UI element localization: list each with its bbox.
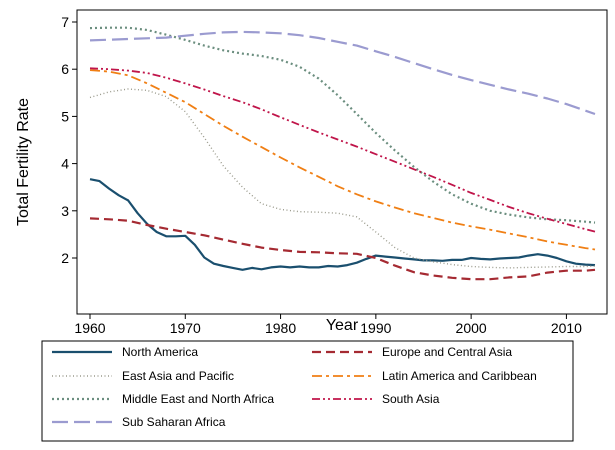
y-axis: 2 3 4 5 6 7	[61, 14, 77, 266]
series-layer	[89, 26, 596, 281]
x-tick-label: 1980	[265, 320, 296, 336]
legend-label-middle-east-and-north-africa: Middle East and North Africa	[122, 392, 274, 406]
y-tick-label: 7	[61, 14, 69, 30]
x-tick-label: 2010	[551, 320, 582, 336]
series-line-europe-and-central-asia	[89, 217, 596, 281]
x-tick-label: 2000	[456, 320, 487, 336]
y-axis-title: Total Fertility Rate	[15, 98, 32, 226]
x-tick-label: 1990	[360, 320, 391, 336]
series-line-latin-america-and-caribbean	[89, 69, 596, 251]
series-line-sub-saharan-africa	[89, 30, 596, 116]
legend-label-east-asia-and-pacific: East Asia and Pacific	[122, 369, 234, 383]
legend-label-south-asia: South Asia	[382, 392, 440, 406]
series-line-middle-east-and-north-africa	[89, 26, 596, 224]
x-tick-label: 1970	[170, 320, 201, 336]
y-tick-label: 2	[61, 250, 69, 266]
legend: North America Europe and Central Asia East…	[52, 345, 537, 429]
legend-label-latin-america-and-caribbean: Latin America and Caribbean	[382, 369, 537, 383]
y-tick-label: 6	[61, 61, 69, 77]
legend-box	[41, 340, 574, 442]
y-tick-label: 3	[61, 203, 69, 219]
series-line-south-asia	[89, 67, 596, 233]
x-tick-label: 1960	[74, 320, 105, 336]
legend-label-europe-and-central-asia: Europe and Central Asia	[382, 345, 512, 359]
legend-label-north-america: North America	[122, 345, 198, 359]
y-tick-label: 5	[61, 108, 69, 124]
x-axis-title: Year	[326, 317, 359, 334]
legend-label-sub-saharan-africa: Sub Saharan Africa	[122, 415, 226, 429]
plot-area	[76, 9, 608, 315]
x-axis: 1960 1970 1980 1990 2000 2010	[74, 314, 582, 336]
y-tick-label: 4	[61, 156, 69, 172]
series-line-north-america	[89, 178, 596, 271]
